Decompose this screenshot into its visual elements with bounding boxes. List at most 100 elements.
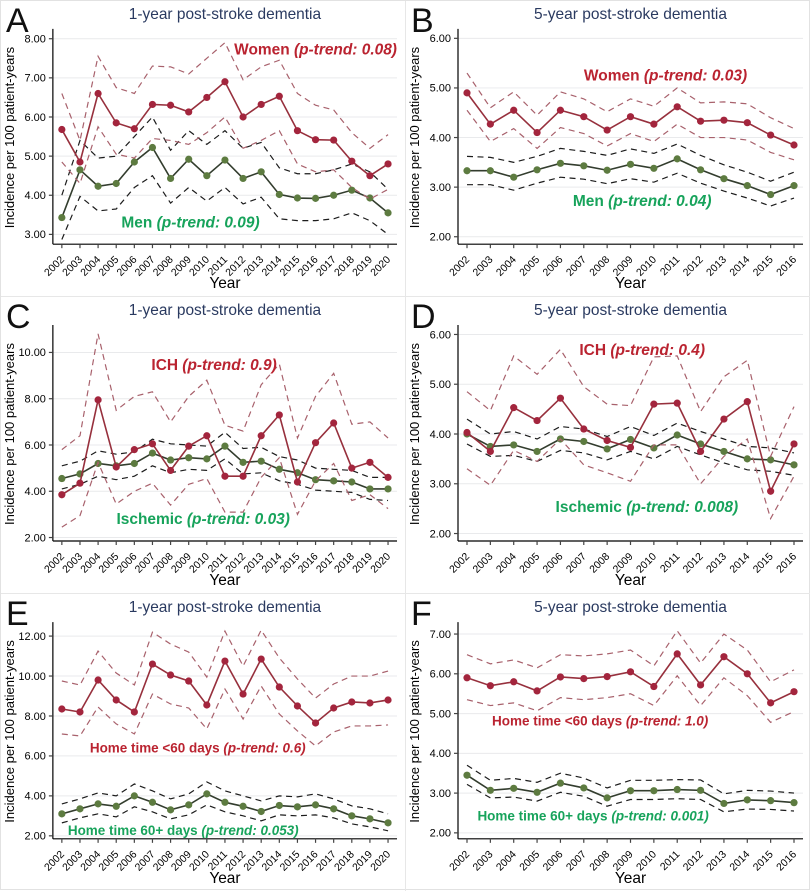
men-marker xyxy=(94,182,102,190)
home-time-<60-days-marker xyxy=(720,653,728,661)
x-tick-label: 2012 xyxy=(681,848,706,873)
y-axis-ticks: 2.00 3.00 4.00 5.00 6.00 7.00 xyxy=(430,629,458,840)
ich-marker xyxy=(221,472,229,480)
y-tick-label: 4.00 xyxy=(25,190,46,202)
women-marker xyxy=(239,113,247,121)
ich-marker xyxy=(166,466,175,475)
x-tick-label: 2004 xyxy=(79,551,103,575)
home-time-60+-days-marker xyxy=(185,801,193,809)
panel-E-chart: 2.00 4.00 6.00 8.00 10.00 12.00 20022003200420… xyxy=(2,595,398,887)
men-marker xyxy=(293,194,302,202)
women-marker xyxy=(148,100,157,109)
men-marker xyxy=(311,194,320,202)
women-marker xyxy=(58,125,66,134)
x-tick-label: 2008 xyxy=(587,551,612,576)
y-axis-title: Incidence per 100 patient-years xyxy=(407,342,422,525)
x-tick-label: 2015 xyxy=(278,551,302,575)
x-tick-label: 2013 xyxy=(242,551,266,575)
ich-marker xyxy=(275,411,283,419)
x-tick-label: 2014 xyxy=(727,551,752,576)
x-axis-title: Year xyxy=(209,572,240,589)
women-marker xyxy=(486,120,494,128)
home-time-60+-days-marker xyxy=(626,787,635,795)
men-marker xyxy=(767,190,775,199)
series-home-time-<60-days: Home time <60 days (p-trend: 0.6) xyxy=(58,628,392,756)
men-marker xyxy=(166,174,175,183)
home-time-60+-days-marker xyxy=(720,799,728,808)
y-tick-label: 2.00 xyxy=(430,828,451,840)
ich-marker xyxy=(603,436,611,445)
x-tick-label: 2005 xyxy=(518,254,542,278)
ischemic-marker xyxy=(603,445,611,453)
home-time-<60-days-marker xyxy=(366,699,374,707)
x-axis-title: Year xyxy=(615,275,646,292)
panel-letter: B xyxy=(411,2,434,40)
x-tick-label: 2013 xyxy=(242,254,266,278)
y-tick-label: 2.00 xyxy=(25,532,46,544)
ich-marker xyxy=(650,400,658,408)
ich-ci-upper xyxy=(466,348,795,459)
x-tick-label: 2016 xyxy=(296,254,320,278)
series-ich: ICH (p-trend: 0.9) xyxy=(58,333,392,528)
x-tick-label: 2015 xyxy=(278,254,302,278)
x-tick-label: 2012 xyxy=(681,551,706,576)
x-tick-label: 2016 xyxy=(774,848,799,873)
x-tick-label: 2005 xyxy=(97,551,121,575)
home-time-<60-days-marker xyxy=(76,708,84,716)
panel-D: 2.00 3.00 4.00 5.00 6.00 2002 2003 2004 2005 2006… xyxy=(406,297,810,594)
ischemic-marker xyxy=(166,456,175,464)
series-women: Women (p-trend: 0.03) xyxy=(463,68,798,161)
y-tick-label: 6.00 xyxy=(25,751,46,763)
x-tick-label: 2002 xyxy=(43,254,67,278)
home-time-<60-days-marker xyxy=(696,681,705,689)
y-tick-label: 6.00 xyxy=(25,440,46,452)
x-tick-label: 2020 xyxy=(369,551,393,575)
x-tick-label: 2005 xyxy=(97,254,121,278)
ich-marker xyxy=(486,447,494,456)
panel-A: 3.00 4.00 5.00 6.00 7.00 8.00 2002 2003 2004 2005… xyxy=(1,1,406,297)
home-time-60+-days-marker xyxy=(275,801,283,810)
ischemic-marker xyxy=(58,474,66,483)
x-tick-label: 2013 xyxy=(705,254,729,278)
home-time-60+-days-marker xyxy=(94,800,102,808)
y-axis-ticks: 2.00 4.00 6.00 8.00 10.00 12.00 xyxy=(18,631,53,843)
women-marker xyxy=(603,126,611,134)
ischemic-marker xyxy=(696,440,705,448)
x-tick-label: 2014 xyxy=(728,254,752,278)
ich-marker xyxy=(580,425,588,433)
panel-letter: F xyxy=(411,595,432,633)
home-time-60+-days-ci-lower xyxy=(61,804,389,832)
men-marker xyxy=(130,158,138,166)
x-axis-ticks: 2002200320042005200620072008200920102011… xyxy=(447,541,799,576)
home-time-<60-days-marker xyxy=(348,698,356,706)
ischemic-marker xyxy=(330,477,338,485)
ischemic-marker xyxy=(790,461,798,469)
panel-letter: C xyxy=(6,298,30,336)
y-axis-title: Incidence per 100 patient-years xyxy=(2,343,17,525)
series-women: Women (p-trend: 0.08) xyxy=(58,42,397,200)
y-tick-label: 3.00 xyxy=(430,182,451,194)
ich-marker xyxy=(790,440,798,448)
y-tick-label: 2.00 xyxy=(430,232,451,244)
series-home-time-<60-days: Home time <60 days (p-trend: 1.0) xyxy=(463,629,798,729)
home-time-60+-days-marker xyxy=(58,810,66,818)
ich-marker xyxy=(626,443,635,452)
men-label: Men (p-trend: 0.04) xyxy=(573,193,712,210)
women-marker xyxy=(384,160,392,168)
y-tick-label: 2.00 xyxy=(25,831,46,843)
men-marker xyxy=(348,186,356,194)
x-tick-label: 2016 xyxy=(775,254,799,278)
y-axis-title: Incidence per 100 patient-years xyxy=(407,640,422,823)
home-time-<60-days-marker xyxy=(580,674,588,683)
home-time-<60-days-marker xyxy=(384,696,392,704)
women-marker xyxy=(463,89,471,97)
x-axis-ticks: 2002200320042005200620072008200920102011… xyxy=(43,244,393,279)
home-time-<60-days-marker xyxy=(486,682,494,690)
y-tick-label: 4.00 xyxy=(430,429,451,441)
ich-marker xyxy=(348,464,356,472)
panel-A-chart: 3.00 4.00 5.00 6.00 7.00 8.00 2002200320042005… xyxy=(2,2,398,292)
ich-marker xyxy=(463,428,471,437)
y-tick-label: 5.00 xyxy=(430,379,451,391)
home-time-60+-days-marker xyxy=(166,806,175,814)
